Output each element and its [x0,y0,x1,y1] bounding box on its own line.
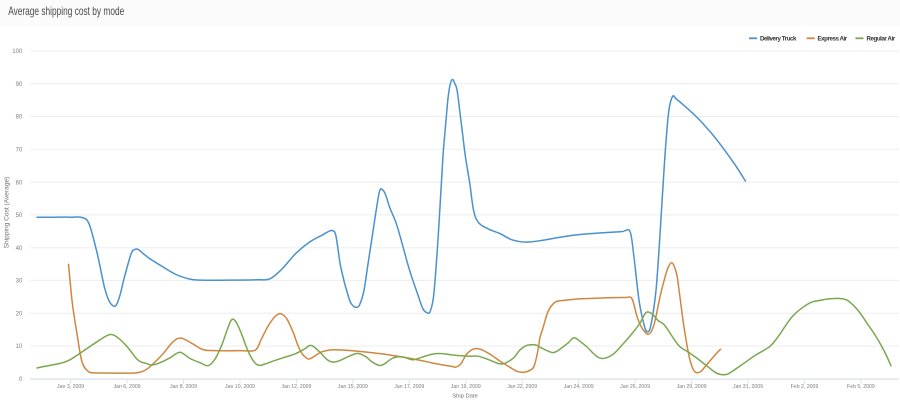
svg-text:60: 60 [16,180,23,186]
svg-text:Jan 19, 2009: Jan 19, 2009 [451,384,481,390]
svg-text:80: 80 [16,115,23,121]
svg-text:Jan 26, 2009: Jan 26, 2009 [620,384,650,390]
svg-text:100: 100 [12,49,23,55]
svg-text:Ship Date: Ship Date [452,394,477,400]
svg-text:0: 0 [19,377,23,383]
svg-text:Jan 6, 2009: Jan 6, 2009 [113,384,140,390]
svg-text:70: 70 [16,148,23,154]
svg-text:Jan 12, 2009: Jan 12, 2009 [281,384,311,390]
svg-text:Jan 3, 2009: Jan 3, 2009 [57,384,84,390]
svg-text:Shipping Cost (Average): Shipping Cost (Average) [4,177,11,249]
svg-text:Delivery Truck: Delivery Truck [760,35,797,42]
svg-text:Express Air: Express Air [818,35,848,42]
svg-text:30: 30 [16,279,23,285]
svg-text:Feb 2, 2009: Feb 2, 2009 [791,384,819,390]
svg-text:50: 50 [16,213,23,219]
svg-text:Jan 8, 2009: Jan 8, 2009 [170,384,197,390]
svg-text:Jan 29, 2009: Jan 29, 2009 [677,384,707,390]
svg-text:Feb 5, 2009: Feb 5, 2009 [847,384,875,390]
svg-text:Jan 10, 2009: Jan 10, 2009 [225,384,255,390]
svg-text:Jan 15, 2009: Jan 15, 2009 [338,384,368,390]
svg-text:10: 10 [16,344,23,350]
svg-text:Jan 24, 2009: Jan 24, 2009 [564,384,594,390]
svg-text:Jan 22, 2009: Jan 22, 2009 [507,384,537,390]
svg-text:Regular Air: Regular Air [867,35,896,42]
svg-text:Jan 31, 2009: Jan 31, 2009 [733,384,763,390]
svg-text:Jan 17, 2009: Jan 17, 2009 [394,384,424,390]
svg-text:90: 90 [16,82,23,88]
svg-text:20: 20 [16,311,23,317]
svg-text:40: 40 [16,246,23,252]
svg-text:Average shipping cost by mode: Average shipping cost by mode [8,6,124,19]
